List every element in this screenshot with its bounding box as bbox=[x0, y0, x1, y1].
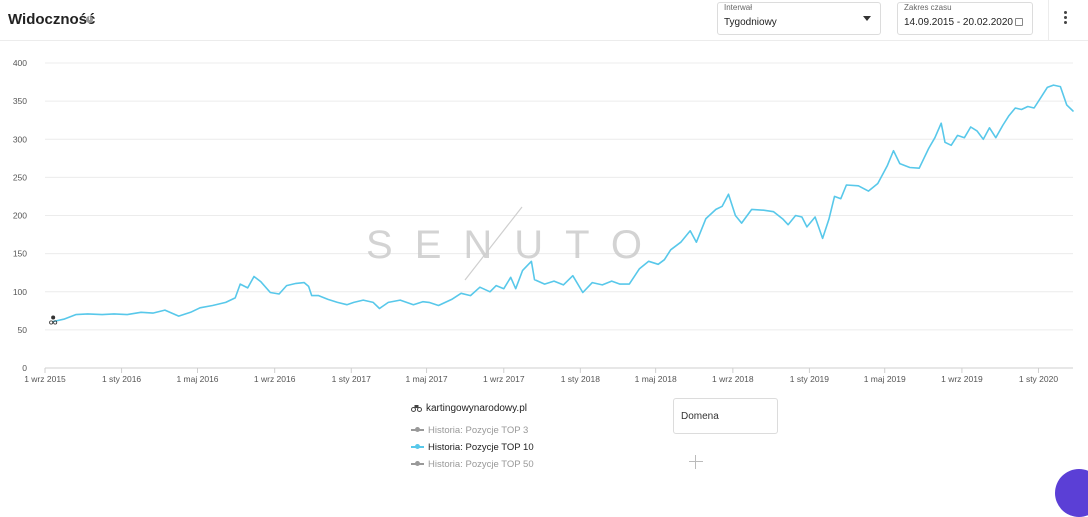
y-tick-label: 250 bbox=[13, 172, 27, 182]
legend-item-top50[interactable]: Historia: Pozycje TOP 50 bbox=[411, 459, 534, 470]
x-tick-label: 1 wrz 2016 bbox=[254, 374, 296, 384]
series-line-top10 bbox=[52, 84, 1074, 323]
x-tick-label: 1 maj 2018 bbox=[635, 374, 677, 384]
x-tick-label: 1 maj 2017 bbox=[406, 374, 448, 384]
series bbox=[52, 84, 1074, 323]
page-title: Widoczność bbox=[8, 11, 96, 28]
date-range-label: Zakres czasu bbox=[904, 3, 952, 12]
y-tick-label: 350 bbox=[13, 96, 27, 106]
x-tick-label: 1 wrz 2018 bbox=[712, 374, 754, 384]
grid-lines bbox=[45, 62, 1073, 369]
header: Widoczność i Interwał Tygodniowy Zakres … bbox=[0, 0, 1088, 41]
x-tick-label: 1 maj 2019 bbox=[864, 374, 906, 384]
legend-marker bbox=[411, 426, 424, 434]
x-tick-label: 1 wrz 2015 bbox=[24, 374, 66, 384]
legend-domain-name: kartingowynarodowy.pl bbox=[426, 403, 527, 414]
domain-icon bbox=[411, 404, 422, 413]
y-tick-label: 50 bbox=[18, 325, 28, 335]
axes: 0 50 100 150 200 250 300 350 400 1 wrz 2015 1 sty … bbox=[13, 58, 1059, 384]
x-tick-label: 1 sty 2019 bbox=[790, 374, 829, 384]
interval-label: Interwał bbox=[724, 3, 753, 12]
date-range-field[interactable]: Zakres czasu 14.09.2015 - 20.02.2020 bbox=[897, 2, 1033, 35]
x-tick-label: 1 wrz 2019 bbox=[941, 374, 983, 384]
legend-label: Historia: Pozycje TOP 50 bbox=[428, 459, 534, 470]
legend-label: Historia: Pozycje TOP 10 bbox=[428, 442, 534, 453]
x-tick-label: 1 sty 2018 bbox=[561, 374, 600, 384]
y-tick-label: 400 bbox=[13, 58, 27, 68]
legend-marker bbox=[411, 460, 424, 468]
y-tick-label: 300 bbox=[13, 134, 27, 144]
y-tick-label: 100 bbox=[13, 287, 27, 297]
calendar-icon[interactable] bbox=[1015, 18, 1023, 26]
legend-item-top3[interactable]: Historia: Pozycje TOP 3 bbox=[411, 425, 528, 436]
x-tick-label: 1 maj 2016 bbox=[176, 374, 218, 384]
y-tick-label: 150 bbox=[13, 249, 27, 259]
x-tick-label: 1 wrz 2017 bbox=[483, 374, 525, 384]
info-icon[interactable]: i bbox=[86, 16, 93, 23]
legend-marker bbox=[411, 443, 424, 451]
watermark-slash bbox=[464, 206, 523, 281]
x-tick-label: 1 sty 2017 bbox=[332, 374, 371, 384]
legend-label: Historia: Pozycje TOP 3 bbox=[428, 425, 529, 436]
interval-select[interactable]: Interwał Tygodniowy bbox=[717, 2, 881, 35]
domain-input-label: Domena bbox=[681, 411, 719, 422]
domain-input[interactable]: Domena bbox=[673, 398, 778, 434]
watermark: SENUTO bbox=[366, 223, 664, 267]
start-marker bbox=[49, 315, 58, 325]
visibility-line-chart: SENUTO 0 50 100 150 200 250 300 350 400 1 wrz 201… bbox=[13, 58, 1074, 384]
start-marker-head bbox=[51, 315, 56, 320]
more-vertical-icon[interactable] bbox=[1062, 11, 1068, 27]
x-tick-label: 1 sty 2020 bbox=[1019, 374, 1058, 384]
legend-domain: kartingowynarodowy.pl bbox=[411, 403, 527, 414]
chevron-down-icon bbox=[863, 16, 871, 21]
legend-item-top10[interactable]: Historia: Pozycje TOP 10 bbox=[411, 442, 534, 453]
divider bbox=[1048, 0, 1049, 40]
date-range-value: 14.09.2015 - 20.02.2020 bbox=[904, 17, 1013, 28]
y-tick-label: 0 bbox=[22, 363, 27, 373]
chat-button[interactable] bbox=[1055, 469, 1088, 517]
interval-value: Tygodniowy bbox=[724, 17, 777, 28]
start-marker-wheel bbox=[49, 320, 54, 325]
y-tick-label: 200 bbox=[13, 211, 27, 221]
start-marker-wheel bbox=[53, 320, 58, 325]
plus-icon[interactable] bbox=[689, 455, 703, 469]
x-tick-label: 1 sty 2016 bbox=[102, 374, 141, 384]
